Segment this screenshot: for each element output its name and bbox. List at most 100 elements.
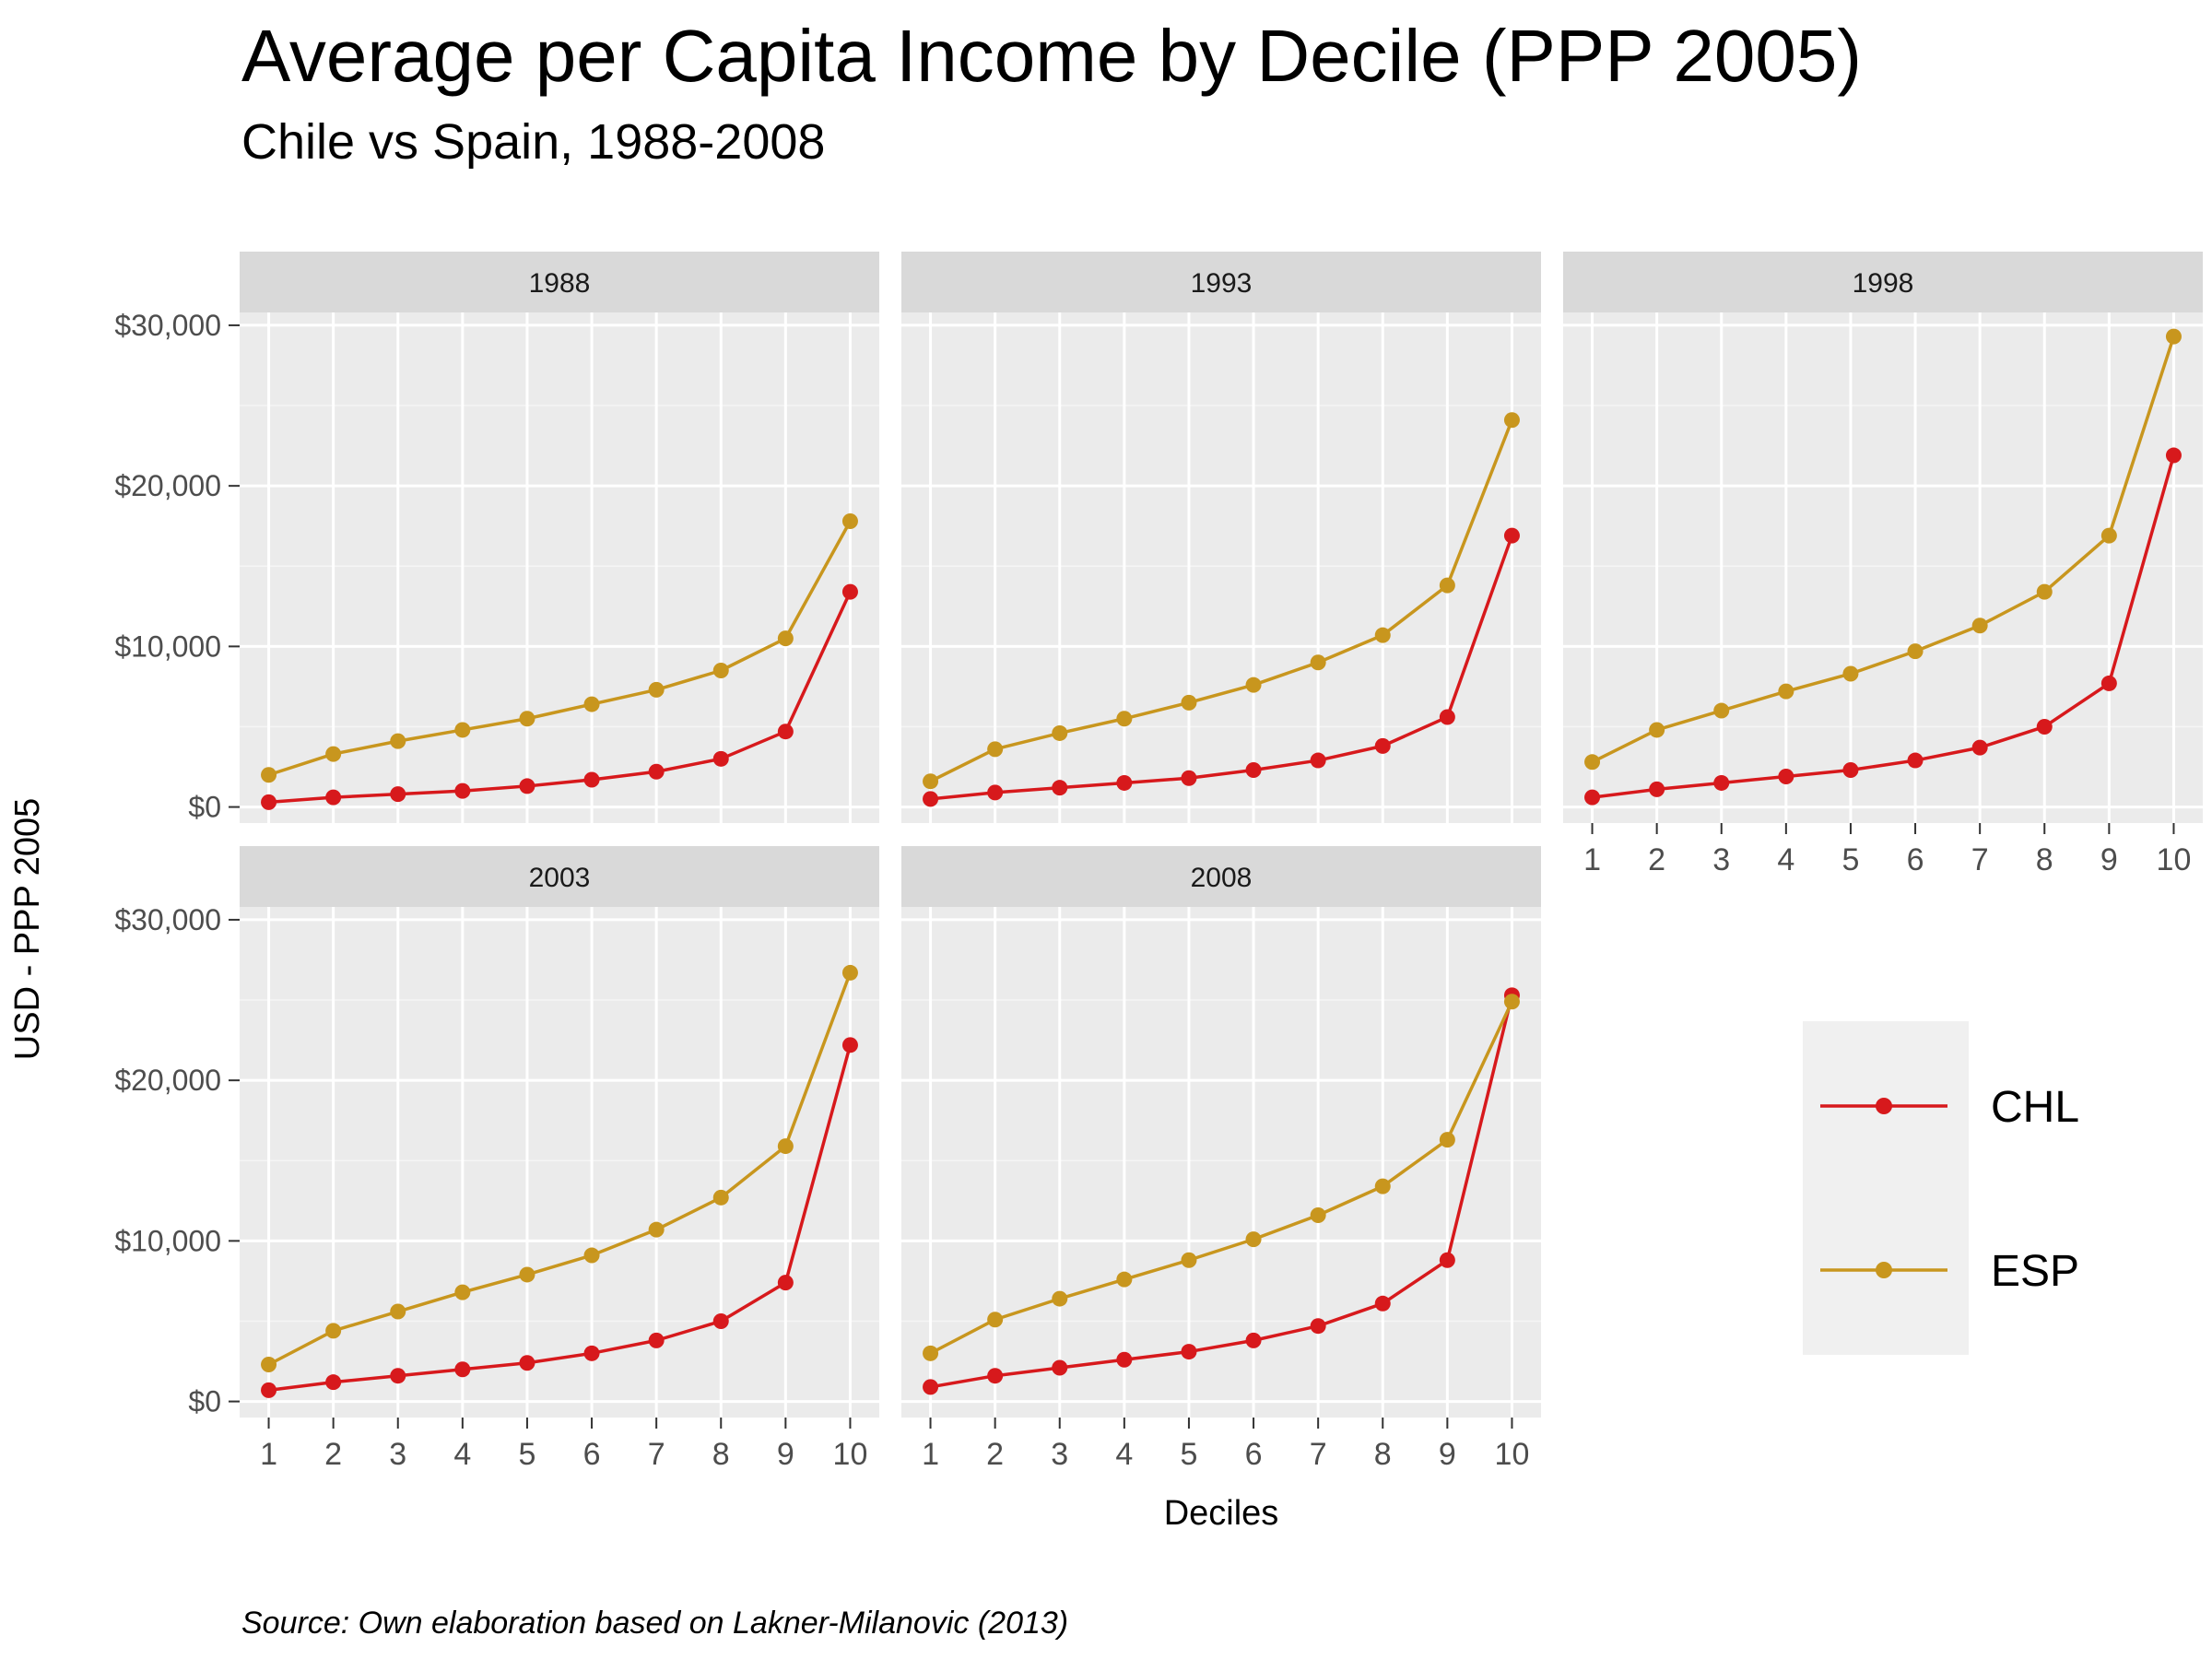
data-point-esp xyxy=(261,767,277,783)
legend-key-point-esp xyxy=(1876,1262,1892,1278)
data-point-esp xyxy=(987,1312,1004,1328)
data-point-chl xyxy=(1778,768,1794,784)
data-point-esp xyxy=(648,1221,665,1238)
data-point-esp xyxy=(1503,994,1520,1010)
facet-strip xyxy=(901,252,1541,312)
facet-panel-1998: 1998 1 2 3 4 5 6 7 8 9 10 xyxy=(1563,252,2203,877)
panel-background xyxy=(901,312,1541,823)
data-point-esp xyxy=(923,1345,939,1361)
x-tick-label: 7 xyxy=(1310,1437,1327,1472)
data-point-esp xyxy=(987,741,1004,758)
facet-strip-label: 1998 xyxy=(1853,268,1914,299)
data-point-chl xyxy=(1971,739,1988,756)
data-point-chl xyxy=(648,1332,665,1348)
data-point-esp xyxy=(390,1303,406,1320)
y-tick-label: $20,000 xyxy=(114,469,221,502)
data-point-esp xyxy=(841,512,858,529)
series-line-esp xyxy=(1591,335,2176,764)
series-line-esp xyxy=(929,419,1514,783)
data-point-chl xyxy=(519,1355,535,1371)
data-point-chl xyxy=(1245,1332,1262,1348)
data-point-esp xyxy=(712,1189,729,1206)
x-tick-label: 8 xyxy=(712,1437,730,1472)
data-point-chl xyxy=(325,789,342,806)
data-point-esp xyxy=(1181,1252,1197,1268)
data-point-chl xyxy=(1374,737,1391,754)
data-point-chl xyxy=(923,1379,939,1395)
x-tick-label: 6 xyxy=(1245,1437,1263,1472)
data-point-chl xyxy=(987,1368,1004,1384)
data-point-esp xyxy=(923,773,939,790)
facet-panel-1993: 1993 xyxy=(901,252,1541,823)
data-point-chl xyxy=(1439,1252,1455,1268)
data-point-esp xyxy=(454,1284,471,1300)
data-point-chl xyxy=(583,1345,600,1361)
x-tick-label: 2 xyxy=(1648,842,1665,877)
data-point-esp xyxy=(1310,654,1326,671)
data-point-esp xyxy=(261,1357,277,1373)
data-point-esp xyxy=(1439,1132,1455,1148)
data-point-esp xyxy=(1245,1231,1262,1248)
data-point-chl xyxy=(1503,527,1520,544)
data-point-chl xyxy=(841,1037,858,1053)
data-point-esp xyxy=(583,696,600,712)
data-point-esp xyxy=(1907,643,1924,660)
data-point-chl xyxy=(1052,1359,1068,1376)
series-line-chl xyxy=(1592,454,2176,799)
x-tick-label: 1 xyxy=(922,1437,939,1472)
x-tick-label: 1 xyxy=(260,1437,277,1472)
data-point-esp xyxy=(1439,577,1455,594)
data-point-chl xyxy=(777,1275,794,1291)
x-tick-label: 9 xyxy=(2100,842,2118,877)
panel-background xyxy=(901,907,1541,1418)
source-caption: Source: Own elaboration based on Lakner-… xyxy=(241,1606,1068,1641)
data-point-esp xyxy=(1374,627,1391,643)
x-tick-label: 9 xyxy=(777,1437,794,1472)
data-point-chl xyxy=(519,778,535,794)
legend-background xyxy=(1803,1021,1969,1355)
panel-background xyxy=(240,312,879,823)
y-tick-label: $0 xyxy=(188,1385,221,1418)
series-line-chl xyxy=(268,591,853,805)
data-point-chl xyxy=(2165,447,2182,464)
x-tick-label: 10 xyxy=(2157,842,2192,877)
x-tick-label: 8 xyxy=(1374,1437,1392,1472)
data-point-esp xyxy=(1778,683,1794,700)
x-tick-label: 7 xyxy=(1971,842,1989,877)
data-point-chl xyxy=(923,791,939,807)
legend-label-esp: ESP xyxy=(1991,1247,2079,1296)
panel-background xyxy=(240,907,879,1418)
data-point-chl xyxy=(648,763,665,780)
data-point-chl xyxy=(2100,675,2117,691)
chart-title: Average per Capita Income by Decile (PPP… xyxy=(241,15,1862,97)
data-point-chl xyxy=(1181,770,1197,786)
legend: CHL ESP xyxy=(1803,1021,2079,1355)
x-tick-label: 10 xyxy=(1495,1437,1530,1472)
data-point-chl xyxy=(1245,762,1262,779)
data-point-chl xyxy=(583,771,600,788)
data-point-esp xyxy=(454,722,471,738)
data-point-esp xyxy=(1374,1178,1391,1194)
facet-strip xyxy=(1563,252,2203,312)
x-tick-label: 3 xyxy=(1051,1437,1068,1472)
data-point-chl xyxy=(1374,1295,1391,1312)
data-point-esp xyxy=(1052,724,1068,741)
data-point-esp xyxy=(1842,665,1859,682)
data-point-chl xyxy=(454,782,471,799)
data-point-esp xyxy=(1584,754,1601,771)
data-point-esp xyxy=(648,681,665,698)
data-point-esp xyxy=(1649,722,1665,738)
data-point-chl xyxy=(1439,709,1455,725)
data-point-esp xyxy=(390,733,406,749)
x-tick-label: 5 xyxy=(1841,842,1859,877)
data-point-chl xyxy=(261,794,277,810)
x-tick-label: 1 xyxy=(1583,842,1601,877)
data-point-chl xyxy=(390,1368,406,1384)
legend-key-point-chl xyxy=(1876,1098,1892,1114)
series-line-esp xyxy=(929,1001,1514,1355)
x-tick-label: 3 xyxy=(1712,842,1730,877)
y-tick-label: $30,000 xyxy=(114,309,221,342)
x-tick-label: 7 xyxy=(648,1437,665,1472)
data-point-esp xyxy=(1971,618,1988,634)
